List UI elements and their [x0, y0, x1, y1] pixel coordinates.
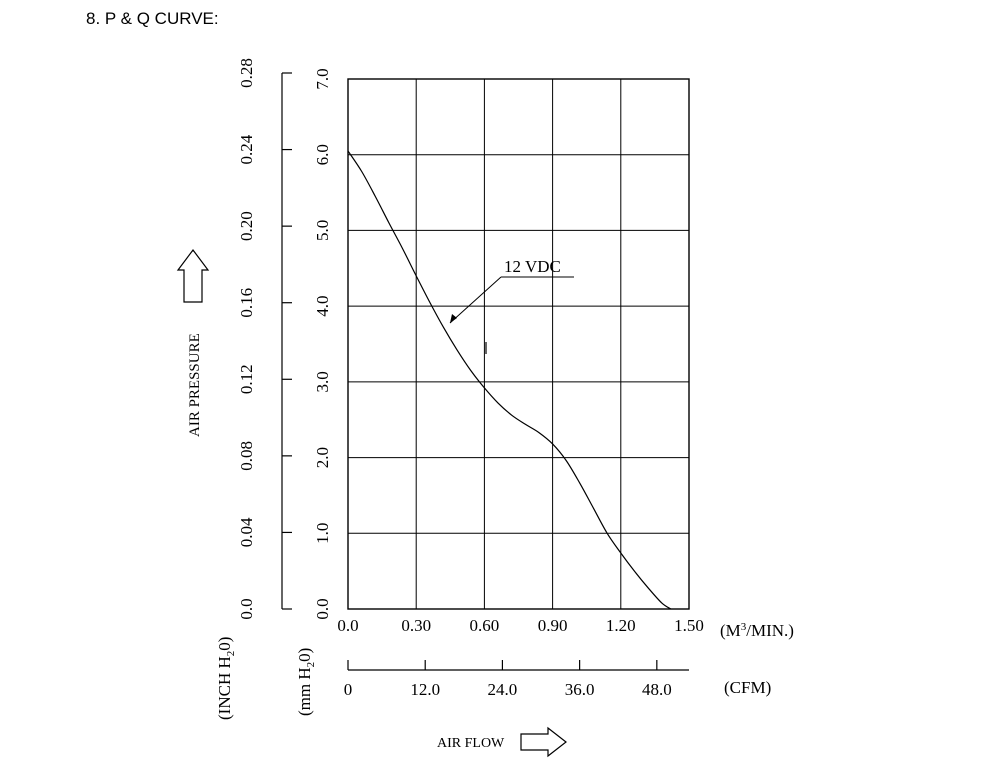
y-secondary-tick-label: 0.28: [237, 58, 256, 88]
y-axis-title: AIR PRESSURE: [187, 333, 203, 437]
x-axis-title: AIR FLOW: [437, 736, 505, 751]
series-label-12vdc: 12 VDC: [504, 257, 561, 276]
x-primary-tick-label: 0.30: [401, 616, 431, 635]
y-secondary-tick-label: 0.20: [237, 211, 256, 241]
x-primary-tick-label: 0.60: [470, 616, 500, 635]
x-primary-tick-label: 1.20: [606, 616, 636, 635]
y-primary-tick-label: 6.0: [313, 144, 332, 165]
x-primary-tick-label: 0.0: [337, 616, 358, 635]
x-secondary-tick-label: 12.0: [410, 680, 440, 699]
y-secondary-tick-label: 0.16: [237, 288, 256, 318]
y-primary-tick-label: 3.0: [313, 371, 332, 392]
x-secondary-tick-label: 36.0: [565, 680, 595, 699]
x-axis-cfm: [347, 660, 689, 671]
x-secondary-tick-label: 0: [344, 680, 353, 699]
x-secondary-tick-label: 24.0: [488, 680, 518, 699]
x-primary-tick-label: 1.50: [674, 616, 704, 635]
x-primary-unit-label: (M3/MIN.): [720, 621, 794, 640]
y-secondary-tick-label: 0.24: [237, 134, 256, 164]
x-primary-tick-label: 0.90: [538, 616, 568, 635]
plot-frame: [347, 78, 690, 610]
y-secondary-unit-label: (INCH H20): [215, 637, 237, 720]
y-primary-tick-label: 2.0: [313, 447, 332, 468]
y-secondary-tick-label: 0.04: [237, 517, 256, 547]
y-primary-unit-label: (mm H20): [295, 648, 317, 716]
air-flow-arrow-icon: [520, 726, 567, 758]
x-secondary-tick-label: 48.0: [642, 680, 672, 699]
grid-lines: [348, 79, 689, 609]
page-heading: 8. P & Q CURVE:: [86, 9, 219, 28]
tick-labels: 0.0 0.30 0.60 0.90 1.20 1.50 0 12.0 24.0 36.0 48.0…: [237, 58, 704, 699]
y-primary-tick-label: 4.0: [313, 296, 332, 317]
y-secondary-tick-label: 0.0: [237, 598, 256, 619]
x-secondary-unit-label: (CFM): [724, 678, 771, 697]
plot-area-border: [347, 78, 690, 610]
y-secondary-tick-label: 0.12: [237, 364, 256, 394]
air-pressure-arrow-icon: [176, 249, 210, 303]
y-secondary-tick-label: 0.08: [237, 441, 256, 471]
y-primary-tick-label: 1.0: [313, 523, 332, 544]
series-label-leader: [449, 276, 574, 324]
series-line-12vdc: [347, 150, 672, 610]
y-axis-inch-h2o: [281, 72, 292, 610]
y-primary-tick-label: 5.0: [313, 220, 332, 241]
y-primary-tick-label: 0.0: [313, 598, 332, 619]
y-primary-tick-label: 7.0: [313, 68, 332, 89]
